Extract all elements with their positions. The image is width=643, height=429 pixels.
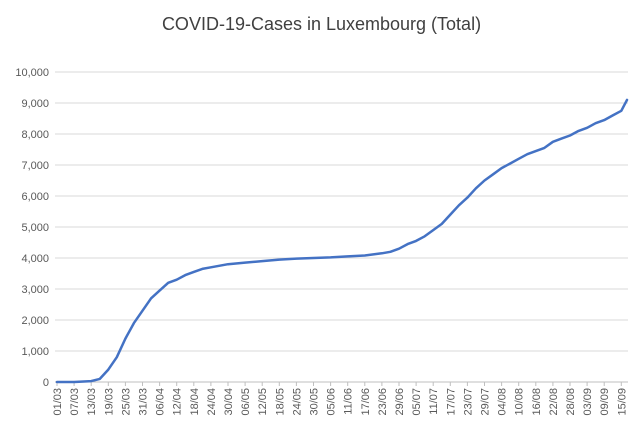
x-tick-labels: 01/03 07/03 13/03 19/03 25/03 31/03 06/04 12/04… (52, 388, 628, 416)
chart-title: COVID-19-Cases in Luxembourg (Total) (161, 14, 482, 34)
y-tick-label: 0 (43, 377, 49, 389)
x-tick-label: 11/07 (428, 388, 440, 415)
series-layer (55, 98, 629, 384)
y-tick-label: 7,000 (21, 160, 49, 172)
x-tick-label: 03/09 (582, 388, 594, 416)
x-tick-label: 09/09 (599, 388, 611, 416)
x-tick-label: 12/04 (172, 388, 184, 416)
x-tick-label: 25/03 (120, 388, 132, 416)
series-line (55, 98, 629, 384)
axes (55, 381, 628, 386)
x-tick-label: 12/05 (257, 388, 269, 416)
x-tick-label: 15/09 (616, 388, 628, 416)
y-tick-label: 2,000 (21, 315, 49, 327)
y-tick-label: 1,000 (21, 346, 49, 358)
x-tick-label: 05/07 (411, 388, 423, 416)
x-tick-label: 05/06 (326, 388, 338, 416)
x-tick-label: 06/04 (155, 388, 167, 416)
x-tick-label: 23/06 (377, 388, 389, 416)
y-tick-label: 8,000 (21, 129, 49, 141)
x-tick-label: 31/03 (138, 388, 150, 416)
x-tick-label: 04/08 (497, 388, 509, 416)
x-tick-label: 18/04 (189, 388, 201, 416)
x-tick-label: 28/08 (565, 388, 577, 416)
x-tick-label: 24/05 (291, 388, 303, 416)
y-tick-label: 4,000 (21, 253, 49, 265)
x-tick-label: 17/06 (360, 388, 372, 416)
x-tick-label: 22/08 (548, 388, 560, 416)
x-tick-label: 24/04 (206, 388, 218, 416)
x-tick-label: 19/03 (103, 388, 115, 416)
x-tick-label: 29/06 (394, 388, 406, 416)
x-tick-label: 18/05 (274, 388, 286, 416)
y-tick-labels: 0 1,000 2,000 3,000 4,000 5,000 6,000 7,000 8,00… (15, 67, 49, 389)
x-tick-label: 11/06 (343, 388, 355, 415)
x-tick-label: 06/05 (240, 388, 252, 416)
x-tick-label: 13/03 (86, 388, 98, 416)
x-tick-label: 16/08 (531, 388, 543, 416)
y-tick-label: 6,000 (21, 191, 49, 203)
gridlines (55, 71, 628, 352)
y-tick-label: 9,000 (21, 98, 49, 110)
x-tick-label: 07/03 (69, 388, 81, 416)
x-tick-label: 29/07 (480, 388, 492, 416)
y-tick-label: 10,000 (15, 67, 49, 79)
x-tick-label: 23/07 (462, 388, 474, 416)
x-tick-label: 01/03 (52, 388, 64, 416)
x-tick-label: 30/04 (223, 388, 235, 416)
x-tick-label: 10/08 (514, 388, 526, 416)
y-tick-label: 3,000 (21, 284, 49, 296)
x-tick-label: 30/05 (309, 388, 321, 416)
y-tick-label: 5,000 (21, 222, 49, 234)
x-tick-label: 17/07 (445, 388, 457, 416)
